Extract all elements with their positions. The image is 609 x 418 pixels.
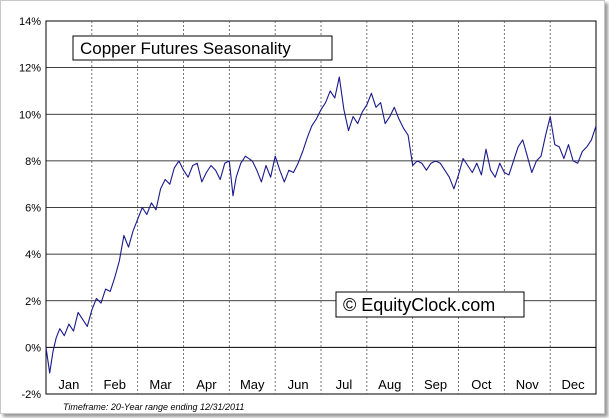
footnote: Timeframe: 20-Year range ending 12/31/20… [63, 402, 244, 412]
y-tick-label: 14% [19, 16, 41, 28]
x-tick-label: Feb [104, 377, 126, 392]
series-line [45, 76, 597, 374]
watermark-box: © EquityClock.com [335, 291, 525, 318]
y-tick-label: -2% [21, 389, 41, 401]
x-tick-label: Mar [149, 377, 172, 392]
x-axis-month-labels: Jan Feb Mar Apr May Jun Jul Aug Sep Oct Nov Dec [58, 377, 585, 392]
x-tick-label: Sep [424, 377, 447, 392]
seasonality-chart: -2% 0% 2% 4% 6% 8% 10% 12% 14% Jan Feb Mar Apr May Ju… [19, 16, 597, 412]
x-tick-label: Aug [378, 377, 401, 392]
y-tick-label: 0% [25, 342, 41, 354]
x-tick-label: Oct [471, 377, 492, 392]
x-tick-label: Jul [336, 377, 353, 392]
y-tick-label: 8% [25, 156, 41, 168]
x-tick-label: Jan [58, 377, 79, 392]
y-tick-label: 4% [25, 249, 41, 261]
x-tick-label: Apr [196, 377, 217, 392]
y-tick-label: 6% [25, 203, 41, 215]
y-axis-tick-labels: -2% 0% 2% 4% 6% 8% 10% 12% 14% [19, 16, 41, 401]
y-tick-label: 10% [19, 109, 41, 121]
y-tick-label: 2% [25, 296, 41, 308]
x-tick-label: Jun [288, 377, 309, 392]
x-tick-label: Nov [516, 377, 540, 392]
chart-title: Copper Futures Seasonality [80, 39, 291, 58]
title-box: Copper Futures Seasonality [72, 35, 333, 61]
watermark-text: © EquityClock.com [343, 295, 495, 315]
y-tick-label: 12% [19, 63, 41, 75]
x-tick-label: May [240, 377, 265, 392]
x-tick-label: Dec [562, 377, 586, 392]
